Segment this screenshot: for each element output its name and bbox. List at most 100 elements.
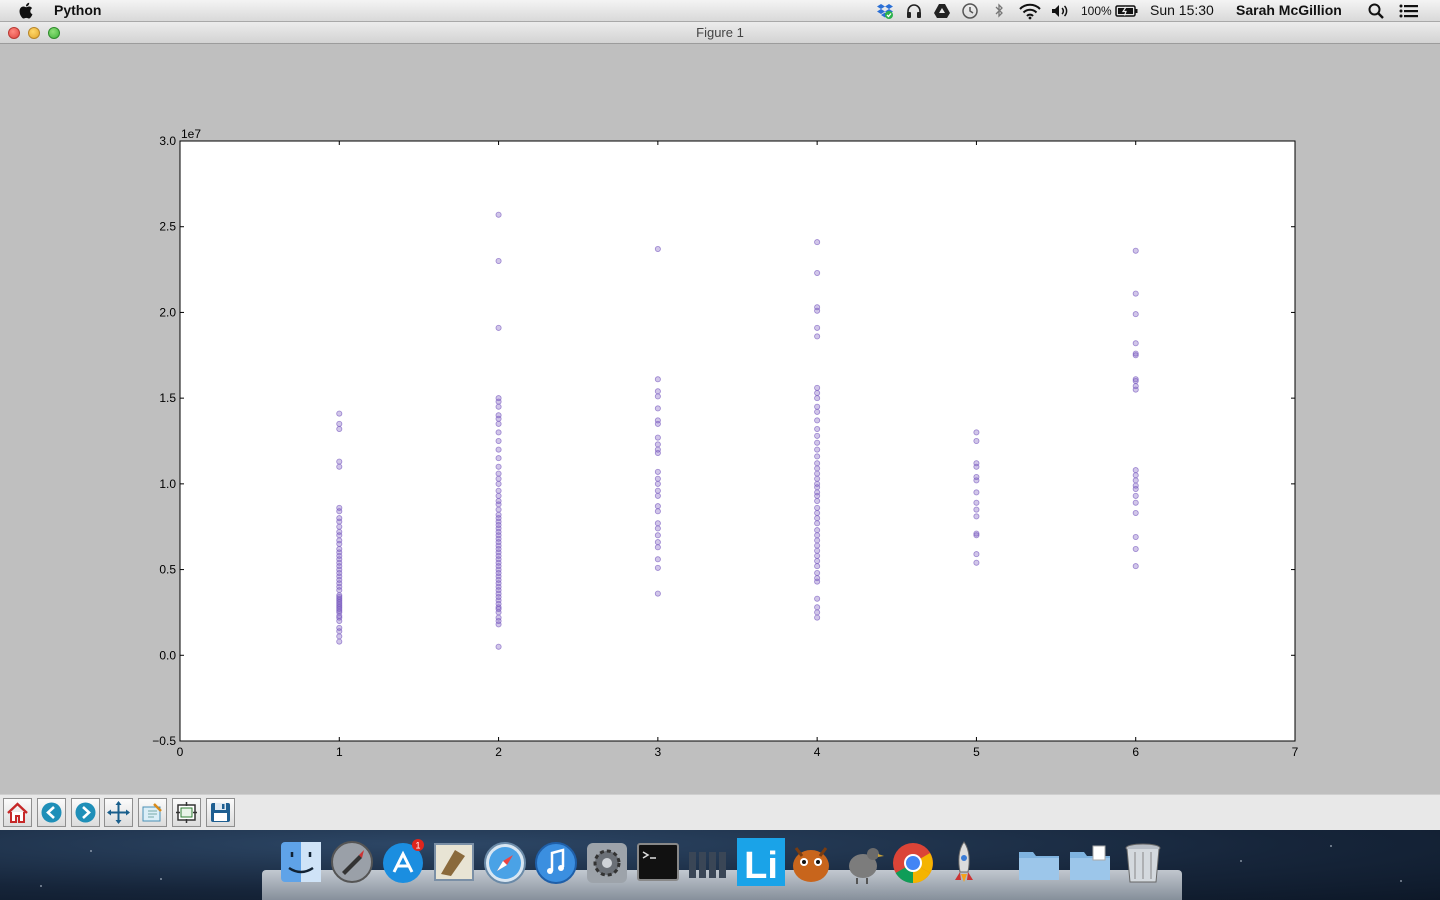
mail-icon[interactable]: [431, 838, 477, 886]
time-machine-icon[interactable]: [961, 2, 979, 20]
scatter-point: [814, 446, 821, 453]
scatter-point: [814, 465, 821, 472]
gimp-icon[interactable]: [788, 838, 834, 886]
scatter-point: [1132, 383, 1139, 390]
subplots-button[interactable]: [172, 798, 201, 827]
scatter-point: [814, 547, 821, 554]
li-app-icon[interactable]: Li: [737, 838, 785, 886]
scatter-point: [814, 552, 821, 559]
scatter-point: [654, 480, 661, 487]
home-button[interactable]: [3, 798, 32, 827]
back-arrow-icon: [41, 802, 62, 823]
scatter-point: [654, 556, 661, 563]
subplots-icon: [176, 802, 197, 823]
save-icon: [211, 803, 230, 822]
spotlight-icon[interactable]: [1367, 2, 1385, 20]
menu-bar: Python 100% Sun 15:30 Sarah McGillion: [0, 0, 1440, 22]
headphones-icon[interactable]: [905, 2, 923, 20]
scatter-point: [973, 499, 980, 506]
scatter-point: [1132, 482, 1139, 489]
scatter-point: [495, 437, 502, 444]
scatter-point: [654, 539, 661, 546]
y-offset-label: 1e7: [181, 127, 201, 141]
apple-menu-icon[interactable]: [18, 1, 36, 20]
scatter-point: [336, 545, 343, 552]
scatter-point: [814, 489, 821, 496]
save-button[interactable]: [206, 798, 235, 827]
trash-icon[interactable]: [1120, 838, 1166, 886]
scatter-point: [814, 269, 821, 276]
scatter-point: [814, 563, 821, 570]
scatter-point: [495, 492, 502, 499]
scatter-point: [814, 609, 821, 616]
zoom-icon: [142, 803, 162, 822]
scatter-point: [336, 504, 343, 511]
battery-icon[interactable]: [1115, 2, 1139, 20]
scatter-point: [495, 480, 502, 487]
scatter-point: [654, 393, 661, 400]
scatter-point: [495, 475, 502, 482]
zoom-button[interactable]: [48, 27, 60, 39]
notification-center-icon[interactable]: [1398, 2, 1420, 20]
close-button[interactable]: [8, 27, 20, 39]
scatter-point: [654, 388, 661, 395]
axis-ticks: 0 1 2 3 4 5 6 7 −0.5 0.0 0.5 1.0 1.5 2.0 2.5 3.0: [152, 134, 1298, 759]
terminal-icon[interactable]: [635, 838, 681, 886]
mission-control-icon[interactable]: [686, 838, 732, 886]
pan-button[interactable]: [104, 798, 133, 827]
pan-icon: [107, 801, 130, 824]
user-name[interactable]: Sarah McGillion: [1236, 2, 1342, 18]
system-preferences-icon[interactable]: [584, 838, 630, 886]
scatter-point: [336, 458, 343, 465]
y-tick-label: 2.5: [159, 220, 176, 234]
scatter-point: [654, 417, 661, 424]
y-tick-label: 0.5: [159, 563, 176, 577]
scatter-point: [814, 604, 821, 611]
scatter-point: [1132, 545, 1139, 552]
scatter-point: [654, 468, 661, 475]
volume-icon[interactable]: [1050, 2, 1070, 20]
scatter-point: [1132, 376, 1139, 383]
y-tick-label: 1.5: [159, 391, 176, 405]
scatter-point: [495, 497, 502, 504]
zoom-to-rect-button[interactable]: [138, 798, 167, 827]
rocket-icon[interactable]: [941, 838, 987, 886]
launchpad-icon[interactable]: [329, 838, 375, 886]
itunes-icon[interactable]: [533, 838, 579, 886]
window-titlebar[interactable]: Figure 1: [0, 22, 1440, 44]
scatter-point: [336, 410, 343, 417]
scatter-point: [495, 506, 502, 513]
python-launcher-icon[interactable]: [839, 838, 885, 886]
safari-icon[interactable]: [482, 838, 528, 886]
documents-folder-icon[interactable]: [1016, 838, 1062, 886]
menubar-clock[interactable]: Sun 15:30: [1150, 2, 1214, 18]
scatter-point: [814, 570, 821, 577]
dropbox-icon[interactable]: [876, 2, 894, 20]
scatter-point: [654, 376, 661, 383]
scatter-point: [814, 509, 821, 516]
wifi-icon[interactable]: [1018, 2, 1042, 20]
scatter-point: [336, 592, 343, 599]
scatter-point: [973, 473, 980, 480]
scatter-point: [1132, 352, 1139, 359]
plot-canvas[interactable]: 0 1 2 3 4 5 6 7 −0.5 0.0 0.5 1.0 1.5 2.0 2.5 3.0 1e7: [0, 44, 1440, 794]
x-tick-label: 6: [1132, 745, 1139, 759]
scatter-point: [336, 463, 343, 470]
scatter-point: [1132, 472, 1139, 479]
scatter-point: [973, 489, 980, 496]
forward-button[interactable]: [71, 798, 100, 827]
bluetooth-icon[interactable]: [990, 2, 1008, 20]
scatter-point: [814, 520, 821, 527]
downloads-folder-icon[interactable]: [1067, 838, 1113, 886]
scatter-point: [336, 420, 343, 427]
app-menu-python[interactable]: Python: [54, 2, 102, 18]
google-drive-icon[interactable]: [933, 2, 951, 20]
x-tick-label: 5: [973, 745, 980, 759]
back-button[interactable]: [37, 798, 66, 827]
scatter-point: [973, 460, 980, 467]
finder-icon[interactable]: [278, 838, 324, 886]
minimize-button[interactable]: [28, 27, 40, 39]
app-store-icon[interactable]: 1: [380, 838, 426, 886]
y-tick-label: 3.0: [159, 134, 176, 148]
chrome-icon[interactable]: [890, 838, 936, 886]
